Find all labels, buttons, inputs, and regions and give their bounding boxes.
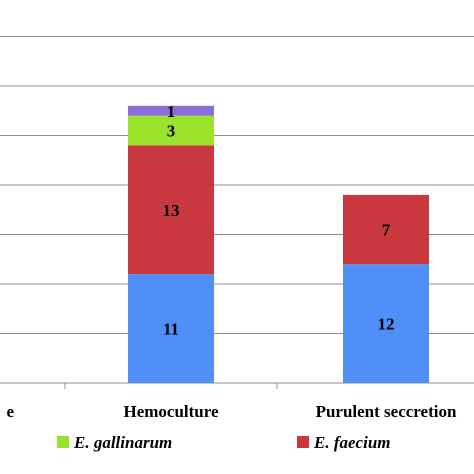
legend-label: E. faecium — [313, 433, 391, 452]
category-label: Purulent seccretion — [316, 402, 457, 421]
bar-segment — [128, 145, 214, 275]
data-label: 12 — [378, 315, 395, 334]
data-label: 13 — [163, 201, 180, 220]
bars: 11 13 31 12 7 — [128, 102, 429, 383]
bar-segment — [128, 105, 214, 116]
category-labels: e Hemoculture Purulent seccretion — [6, 402, 457, 421]
bar-segment — [343, 194, 429, 265]
legend: E. gallinarum E. faecium — [57, 433, 391, 452]
category-label: Hemoculture — [123, 402, 219, 421]
legend-swatch — [297, 436, 309, 448]
gridlines — [0, 36, 474, 334]
bar-segment — [128, 274, 214, 383]
legend-label: E. gallinarum — [73, 433, 172, 452]
data-label: 7 — [382, 221, 391, 240]
data-label: 1 — [167, 102, 176, 121]
bar-segment — [128, 115, 214, 146]
category-label: e — [6, 402, 14, 421]
x-axis-ticks — [64, 383, 278, 389]
bar-segment — [343, 264, 429, 383]
data-label: 3 — [167, 122, 176, 141]
data-label: 11 — [163, 320, 179, 339]
legend-swatch — [57, 436, 69, 448]
